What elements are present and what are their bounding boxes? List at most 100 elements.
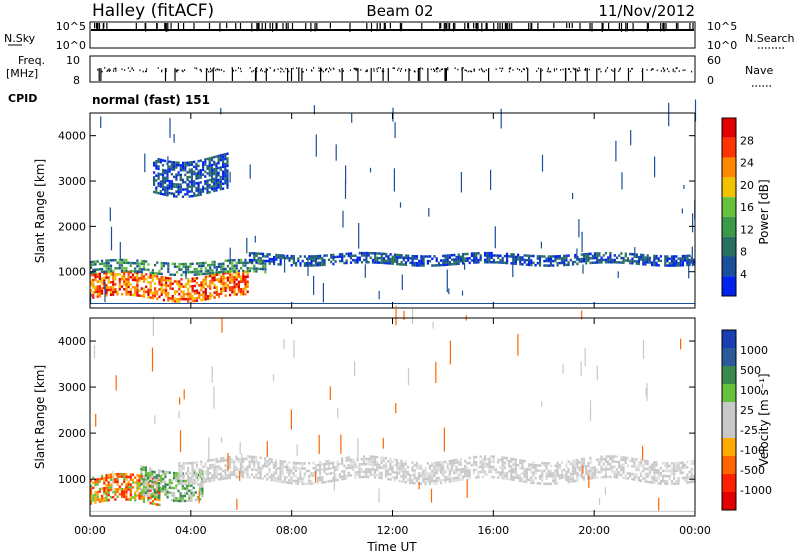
echo-cell (224, 177, 227, 180)
echo-cell (609, 251, 612, 255)
echo-cell (116, 267, 119, 270)
echo-cell (153, 490, 156, 494)
echo-cell (105, 286, 108, 289)
echo-cell (90, 274, 93, 277)
echo-cell (596, 256, 599, 260)
echo-cell (136, 284, 139, 287)
echo-cell (233, 468, 236, 471)
echo-cell (242, 465, 245, 468)
echo-cell (587, 472, 590, 475)
nsky-spike (439, 23, 441, 31)
echo-cell (640, 474, 643, 477)
echo-cell (600, 460, 603, 464)
echo-cell (662, 474, 665, 478)
echo-cell (497, 460, 500, 464)
echo-cell (275, 479, 278, 483)
echo-cell (308, 462, 311, 465)
freq-point (473, 70, 475, 72)
velocity-plot-area (90, 318, 695, 516)
echo-cell (209, 479, 212, 483)
echo-cell (262, 255, 265, 258)
echo-cell (664, 264, 667, 267)
echo-cell (514, 255, 517, 259)
echo-cell (233, 285, 236, 289)
echo-cell (213, 283, 216, 287)
echo-cell (620, 466, 623, 469)
echo-cell (615, 261, 619, 264)
echo-cell (217, 262, 221, 266)
echo-cell (411, 481, 414, 485)
echo-cell (220, 292, 223, 296)
nsky-spike (401, 23, 403, 31)
echo-cell (404, 475, 407, 479)
echo-cell (451, 254, 454, 257)
echo-cell (270, 260, 273, 263)
echo-cell (341, 257, 344, 260)
echo-cell (444, 470, 447, 474)
echo-cell (226, 476, 229, 480)
freq-point (585, 67, 587, 70)
echo-cell (668, 257, 671, 260)
echo-cell (528, 259, 531, 262)
echo-cell (136, 276, 139, 280)
echo-cell (644, 256, 647, 259)
echo-cell (204, 480, 207, 483)
echo-cell (609, 258, 612, 262)
echo-cell (574, 469, 577, 472)
echo-cell (299, 255, 302, 258)
echo-cell (244, 285, 247, 288)
echo-cell (308, 257, 311, 260)
echo-cell (217, 273, 221, 276)
echo-cell (411, 466, 414, 469)
echo-cell (189, 297, 192, 301)
echo-cell (657, 471, 660, 475)
echo-cell (428, 474, 432, 478)
echo-cell (107, 476, 110, 479)
echo-cell (538, 255, 542, 258)
echo-cell (200, 272, 203, 276)
echo-cell (648, 473, 651, 476)
echo-cell (477, 473, 480, 476)
echo-cell (202, 298, 205, 301)
echo-cell (371, 458, 374, 461)
echo-cell (145, 285, 148, 289)
echo-cell (186, 190, 189, 193)
freq-point (182, 70, 184, 73)
freq-point (376, 68, 378, 70)
echo-cell (160, 272, 163, 276)
echo-cell (389, 473, 392, 476)
echo-cell (187, 271, 190, 274)
echo-cell (488, 460, 491, 463)
echo-cell (578, 461, 581, 464)
echo-cell (321, 468, 324, 471)
echo-cell (161, 178, 165, 181)
echo-cell (538, 469, 542, 472)
echo-cell (679, 471, 682, 475)
echo-cell (528, 254, 531, 257)
echo-cell (349, 461, 352, 464)
power-colorbar-tick: 8 (740, 246, 747, 259)
echo-cell (532, 254, 535, 258)
echo-cell (303, 467, 306, 470)
echo-cell (655, 469, 658, 472)
echo-cell (334, 466, 337, 469)
echo-cell (677, 477, 680, 480)
echo-cell (327, 258, 331, 262)
echo-cell (169, 287, 172, 290)
echo-cell (144, 473, 147, 477)
echo-cell (404, 470, 407, 474)
echo-cell (199, 485, 202, 489)
echo-cell (226, 279, 229, 282)
echo-cell (692, 475, 695, 478)
echo-cell (354, 258, 357, 262)
echo-cell (552, 472, 555, 475)
echo-cell (609, 457, 612, 461)
echo-streak (229, 171, 231, 183)
echo-cell (510, 475, 513, 478)
echo-streak (239, 441, 241, 455)
echo-cell (602, 457, 605, 461)
echo-cell (444, 475, 447, 479)
echo-cell (312, 466, 315, 470)
echo-cell (670, 482, 673, 486)
echo-cell (182, 295, 185, 298)
